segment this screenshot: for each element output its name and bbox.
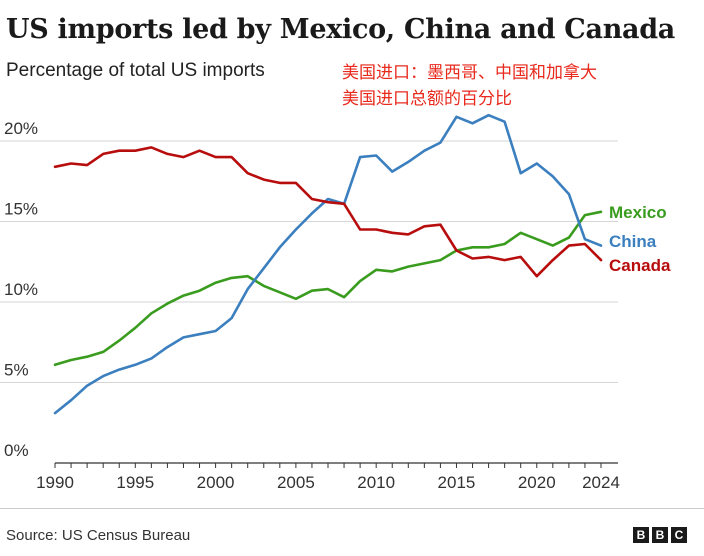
- x-tick-label: 1990: [36, 473, 74, 492]
- bbc-logo: B B C: [633, 527, 687, 543]
- series-label-china: China: [609, 232, 657, 251]
- x-tick-label: 2000: [197, 473, 235, 492]
- bbc-logo-b1: B: [633, 527, 649, 543]
- y-tick-label: 20%: [4, 119, 38, 138]
- y-tick-label: 10%: [4, 280, 38, 299]
- y-tick-label: 0%: [4, 441, 29, 460]
- x-tick-label: 2005: [277, 473, 315, 492]
- footer-divider: [0, 508, 704, 509]
- x-tick-label: 2010: [357, 473, 395, 492]
- chart-title: US imports led by Mexico, China and Cana…: [6, 14, 675, 45]
- x-tick-label: 1995: [116, 473, 154, 492]
- series-label-mexico: Mexico: [609, 203, 667, 222]
- series-line-canada: [53, 146, 603, 278]
- chinese-subtitle: 美国进口：墨西哥、中国和加拿大 美国进口总额的百分比: [342, 60, 597, 112]
- series-line-china: [53, 113, 603, 415]
- chinese-subtitle-line-1: 美国进口：墨西哥、中国和加拿大: [342, 63, 597, 83]
- bbc-logo-c: C: [671, 527, 687, 543]
- series-label-canada: Canada: [609, 256, 671, 275]
- chinese-subtitle-line-2: 美国进口总额的百分比: [342, 89, 512, 109]
- y-tick-label: 15%: [4, 200, 38, 219]
- x-tick-label: 2015: [438, 473, 476, 492]
- line-chart: 0% 5% 10% 15% 20% 1990 1995 2000 2005 2010 2015 202…: [0, 113, 671, 492]
- series-line-mexico: [53, 210, 603, 367]
- chart-subtitle: Percentage of total US imports: [6, 60, 265, 81]
- source-note: Source: US Census Bureau: [6, 527, 191, 544]
- bbc-logo-b2: B: [652, 527, 668, 543]
- x-tick-label: 2024: [582, 473, 620, 492]
- y-tick-label: 5%: [4, 361, 29, 380]
- x-tick-label: 2020: [518, 473, 556, 492]
